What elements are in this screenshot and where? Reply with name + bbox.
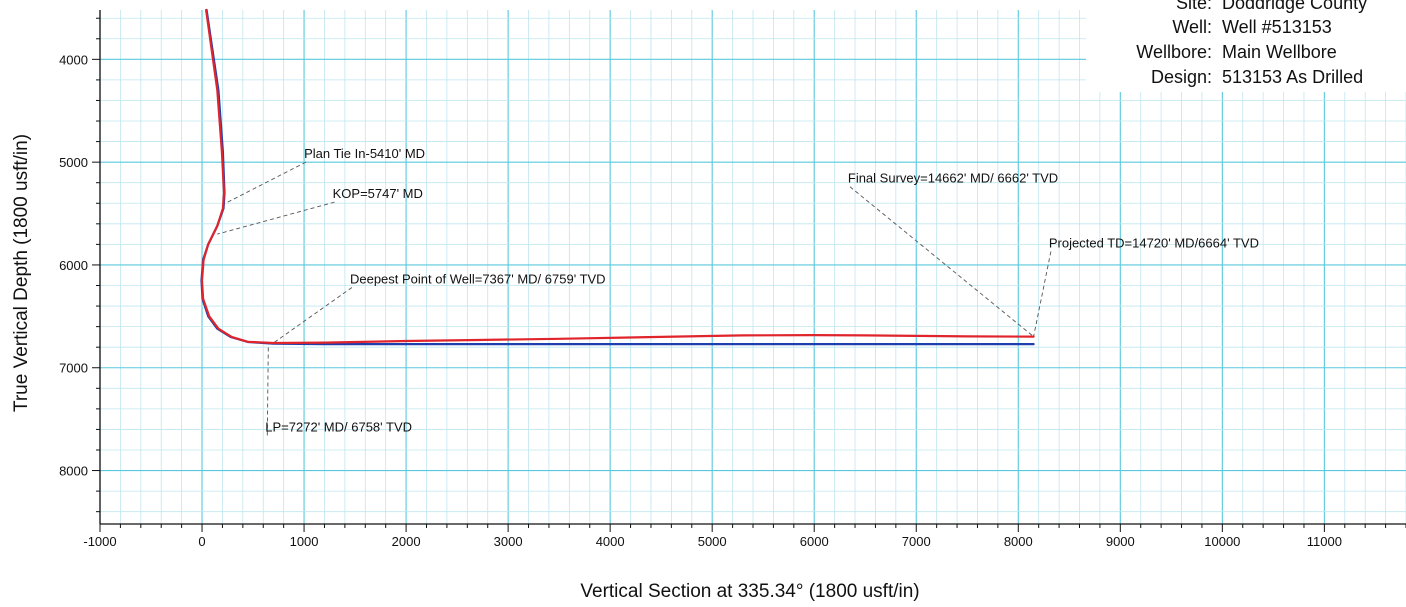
x-tick-label: 10000: [1204, 534, 1240, 549]
annotation-leader: [849, 186, 1034, 337]
x-tick-label: 7000: [902, 534, 931, 549]
x-tick-label: 5000: [698, 534, 727, 549]
y-tick-label: 4000: [59, 52, 88, 67]
info-block: Site: Doddridge County Well: Well #51315…: [1136, 0, 1367, 87]
x-tick-label: 11000: [1307, 534, 1342, 549]
design-key: Design:: [1151, 67, 1212, 87]
grid: [99, 10, 1406, 524]
x-tick-label: 9000: [1106, 534, 1135, 549]
x-tick-label: 3000: [494, 534, 523, 549]
axis-ticks: -1000 0 1000 2000 3000 4000 5000 6000 7000 8000 90…: [59, 17, 1406, 549]
y-tick-label: 6000: [59, 258, 88, 273]
x-tick-label: 6000: [800, 534, 829, 549]
x-tick-label: 4000: [596, 534, 625, 549]
wellbore-value: Main Wellbore: [1222, 42, 1337, 62]
y-axis-title: True Vertical Depth (1800 usft/in): [11, 134, 32, 412]
wellbore-key: Wellbore:: [1136, 42, 1212, 62]
x-tick-label: 0: [198, 534, 205, 549]
design-value: 513153 As Drilled: [1222, 67, 1363, 87]
annotation-leaders: [217, 161, 1052, 436]
annotation-label: Plan Tie In-5410' MD: [304, 146, 425, 161]
x-tick-label: 8000: [1004, 534, 1033, 549]
site-key: Site:: [1176, 0, 1212, 13]
annotation-leader: [217, 201, 335, 235]
well-key: Well:: [1172, 17, 1212, 37]
site-value: Doddridge County: [1222, 0, 1367, 13]
annotation-label: Projected TD=14720' MD/6664' TVD: [1049, 235, 1259, 250]
annotation-label: KOP=5747' MD: [333, 186, 423, 201]
series-lines: [200, 8, 1035, 346]
annotation-label: Deepest Point of Well=7367' MD/ 6759' TV…: [350, 271, 606, 286]
x-axis-title: Vertical Section at 335.34° (1800 usft/i…: [580, 581, 919, 602]
annotation-leader: [266, 342, 269, 436]
info-block-bg: [1086, 0, 1406, 92]
x-tick-label: 1000: [290, 534, 319, 549]
annotation-label: Final Survey=14662' MD/ 6662' TVD: [848, 171, 1058, 186]
annotation-labels: Plan Tie In-5410' MD KOP=5747' MD Deepest …: [265, 146, 1259, 434]
annotation-leader: [1033, 251, 1052, 337]
y-tick-label: 7000: [59, 361, 88, 376]
x-tick-label: 2000: [392, 534, 421, 549]
y-tick-label: 8000: [59, 464, 88, 479]
annotation-leader: [273, 287, 353, 344]
annotation-label: LP=7272' MD/ 6758' TVD: [265, 419, 412, 434]
series-line-actual: [200, 8, 1035, 345]
well-value: Well #513153: [1222, 17, 1332, 37]
y-tick-label: 5000: [59, 155, 88, 170]
annotation-leader: [223, 161, 307, 205]
x-tick-label: -1000: [83, 534, 116, 549]
